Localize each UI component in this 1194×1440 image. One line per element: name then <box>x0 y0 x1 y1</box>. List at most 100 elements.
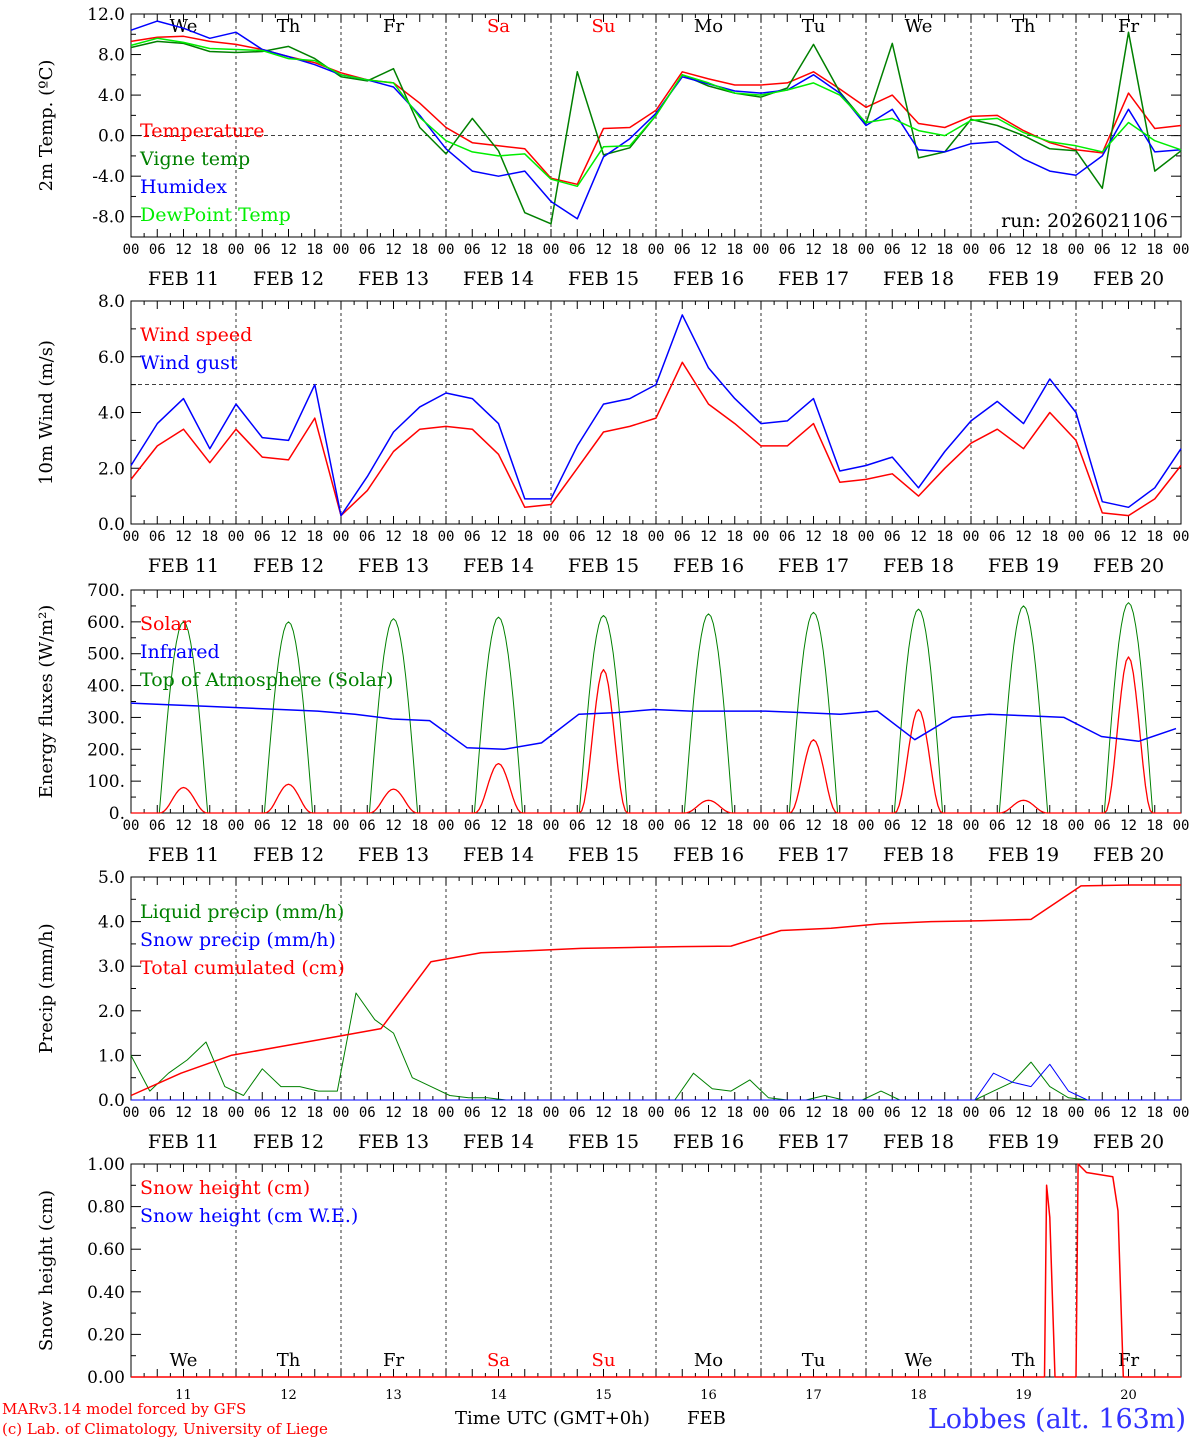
hour-tick-label: 18 <box>411 1105 428 1121</box>
weekday-label: Su <box>592 1350 616 1371</box>
hour-tick-label: 12 <box>385 529 402 545</box>
day-number-label: 19 <box>1015 1388 1032 1403</box>
y-tick-label: -8.0 <box>92 208 125 228</box>
hour-tick-label: 06 <box>779 529 796 545</box>
hour-tick-label: 18 <box>1041 1105 1058 1121</box>
hour-tick-label: 18 <box>936 242 953 258</box>
weekday-label: We <box>905 1350 933 1371</box>
hour-tick-label: 12 <box>1120 529 1137 545</box>
month-label: FEB <box>687 1408 726 1429</box>
hour-tick-label: 18 <box>831 242 848 258</box>
y-tick-label: 200. <box>87 740 125 760</box>
hour-tick-label: 06 <box>884 1105 901 1121</box>
station-label: Lobbes (alt. 163m) <box>928 1404 1186 1435</box>
hour-tick-label: 06 <box>884 242 901 258</box>
hour-tick-label: 12 <box>175 242 192 258</box>
hour-tick-label: 18 <box>1041 242 1058 258</box>
day-number-label: 16 <box>700 1388 717 1403</box>
date-label: FEB 12 <box>253 268 324 290</box>
series-line-infrared <box>130 702 1177 751</box>
y-tick-label: 600. <box>87 613 125 633</box>
hour-tick-label: 12 <box>490 818 507 834</box>
hour-tick-label: 00 <box>1173 242 1190 258</box>
hour-tick-label: 00 <box>438 242 455 258</box>
hour-tick-label: 00 <box>333 818 350 834</box>
y-tick-label: 400. <box>87 677 125 697</box>
hour-tick-label: 18 <box>1146 818 1163 834</box>
date-label: FEB 12 <box>253 555 324 577</box>
y-tick-label: 5.0 <box>98 868 125 888</box>
date-label: FEB 12 <box>253 1131 324 1153</box>
legend-entry: Top of Atmosphere (Solar) <box>140 669 393 691</box>
weekday-label: Fr <box>383 1350 404 1371</box>
hour-tick-label: 18 <box>306 529 323 545</box>
weekday-label: Sa <box>487 16 510 37</box>
hour-tick-label: 18 <box>936 529 953 545</box>
hour-tick-label: 06 <box>989 529 1006 545</box>
date-label: FEB 20 <box>1093 844 1164 866</box>
date-label: FEB 11 <box>148 844 219 866</box>
weekday-label: Fr <box>1118 1350 1139 1371</box>
hour-tick-label: 00 <box>648 529 665 545</box>
date-label: FEB 15 <box>568 555 639 577</box>
hour-tick-label: 00 <box>648 242 665 258</box>
hour-tick-label: 12 <box>700 818 717 834</box>
hour-tick-label: 18 <box>201 1105 218 1121</box>
legend-entry: DewPoint Temp <box>140 204 291 226</box>
weekday-label: Th <box>277 1350 301 1371</box>
date-label: FEB 11 <box>148 1131 219 1153</box>
hour-tick-label: 12 <box>805 529 822 545</box>
hour-tick-label: 06 <box>884 818 901 834</box>
hour-tick-label: 00 <box>648 818 665 834</box>
date-label: FEB 17 <box>778 268 849 290</box>
y-tick-label: 3.0 <box>98 957 125 977</box>
y-tick-label: 4.0 <box>98 404 125 424</box>
date-label: FEB 18 <box>883 268 954 290</box>
hour-tick-label: 18 <box>831 818 848 834</box>
hour-tick-label: 06 <box>149 818 166 834</box>
y-tick-label: 100. <box>87 772 125 792</box>
date-label: FEB 11 <box>148 555 219 577</box>
hour-tick-label: 18 <box>936 818 953 834</box>
hour-tick-label: 00 <box>1068 1105 1085 1121</box>
hour-tick-label: 00 <box>1068 529 1085 545</box>
date-label: FEB 14 <box>463 844 534 866</box>
hour-tick-label: 00 <box>963 529 980 545</box>
time-axis-label: Time UTC (GMT+0h) <box>455 1408 650 1429</box>
y-axis-label: Precip (mm/h) <box>36 923 57 1053</box>
hour-tick-label: 12 <box>1015 242 1032 258</box>
date-label: FEB 20 <box>1093 1131 1164 1153</box>
plot-frame <box>130 589 1182 814</box>
hour-tick-label: 12 <box>280 242 297 258</box>
legend-entry: Solar <box>140 613 192 635</box>
hour-tick-label: 12 <box>1015 1105 1032 1121</box>
date-label: FEB 13 <box>358 268 429 290</box>
chart-panel-5: 0.00 0.20 0.40 0.60 0.80 1.00 Snow height (cm)… <box>36 1155 1182 1403</box>
hour-tick-label: 00 <box>753 529 770 545</box>
chart-panel-3: 0. 100. 200. 300. 400. 500. 600. 700. Energy flu… <box>36 581 1189 866</box>
hour-tick-label: 00 <box>1068 818 1085 834</box>
date-label: FEB 11 <box>148 268 219 290</box>
hour-tick-label: 06 <box>1094 242 1111 258</box>
hour-tick-label: 00 <box>648 1105 665 1121</box>
y-tick-label: 1.00 <box>87 1155 125 1175</box>
hour-tick-label: 12 <box>1015 529 1032 545</box>
hour-tick-label: 18 <box>726 818 743 834</box>
y-tick-label: 0.20 <box>87 1325 125 1345</box>
hour-tick-label: 06 <box>149 529 166 545</box>
hour-tick-label: 00 <box>333 1105 350 1121</box>
hour-tick-label: 06 <box>464 529 481 545</box>
hour-tick-label: 18 <box>831 529 848 545</box>
hour-tick-label: 06 <box>779 818 796 834</box>
date-label: FEB 14 <box>463 268 534 290</box>
day-number-label: 15 <box>595 1388 612 1403</box>
legend-entry: Infrared <box>140 641 220 663</box>
hour-tick-label: 12 <box>490 242 507 258</box>
date-label: FEB 15 <box>568 268 639 290</box>
y-tick-label: 2.0 <box>98 1002 125 1022</box>
hour-tick-label: 12 <box>910 1105 927 1121</box>
hour-tick-label: 06 <box>884 529 901 545</box>
hour-tick-label: 18 <box>411 242 428 258</box>
hour-tick-label: 12 <box>595 242 612 258</box>
y-tick-label: 12.0 <box>87 5 125 25</box>
